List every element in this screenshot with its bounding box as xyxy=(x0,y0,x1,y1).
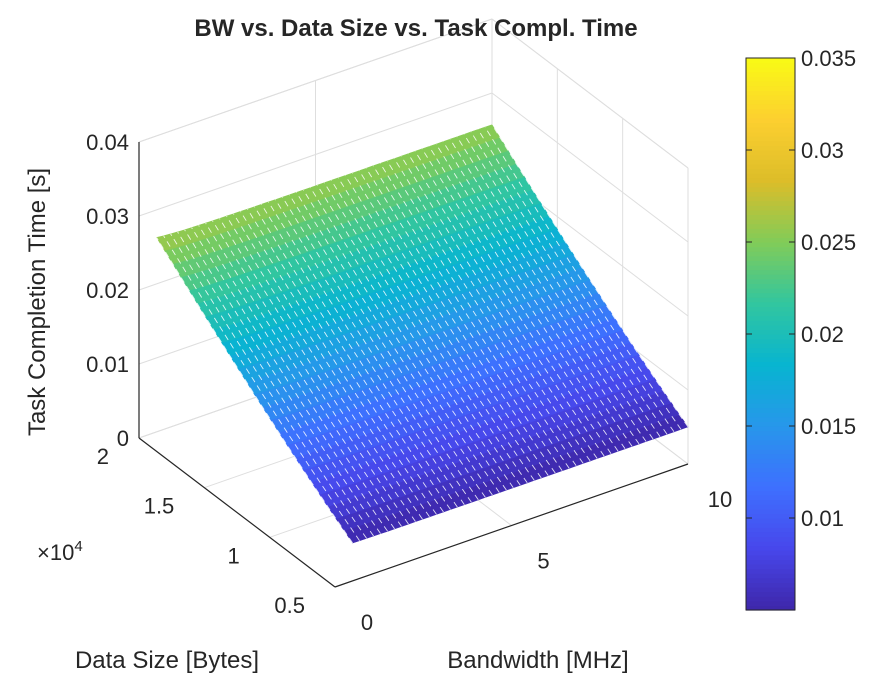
z-tick-label: 0.04 xyxy=(86,130,129,155)
colorbar-tick-label: 0.02 xyxy=(801,322,844,347)
surface-mesh xyxy=(156,124,689,544)
colorbar: 0.01 0.015 0.02 0.025 0.03 0.035 xyxy=(745,46,856,611)
colorbar-tick-label: 0.025 xyxy=(801,230,856,255)
x-tick-label: 5 xyxy=(537,549,549,574)
y-tick-label: 2 xyxy=(97,444,109,469)
x-tick-label: 0 xyxy=(361,610,373,635)
y-tick-label: 1 xyxy=(227,543,239,568)
z-tick-label: 0.03 xyxy=(86,204,129,229)
y-axis-line xyxy=(138,437,336,588)
y-axis-label: Data Size [Bytes] xyxy=(75,647,259,674)
y-tick-label: 0.5 xyxy=(274,593,305,618)
colorbar-tick-label: 0.035 xyxy=(801,46,856,71)
y-exponent-power: 4 xyxy=(74,538,82,555)
z-tick-label: 0 xyxy=(117,426,129,451)
y-tick-label: 1.5 xyxy=(144,494,175,519)
colorbar-tick-label: 0.03 xyxy=(801,138,844,163)
x-tick-label: 10 xyxy=(708,487,732,512)
chart-title: BW vs. Data Size vs. Task Compl. Time xyxy=(194,15,637,42)
x-axis-line xyxy=(334,463,689,588)
z-tick-label: 0.02 xyxy=(86,278,129,303)
colorbar-tick-label: 0.01 xyxy=(801,506,844,531)
y-exponent-base: ×10 xyxy=(37,540,74,565)
x-axis-label: Bandwidth [MHz] xyxy=(447,647,628,674)
z-axis-label: Task Completion Time [s] xyxy=(24,168,51,436)
axes-lines xyxy=(138,142,689,588)
colorbar-tick-label: 0.015 xyxy=(801,414,856,439)
z-tick-label: 0.01 xyxy=(86,352,129,377)
y-axis-exponent: ×104 xyxy=(37,538,83,565)
